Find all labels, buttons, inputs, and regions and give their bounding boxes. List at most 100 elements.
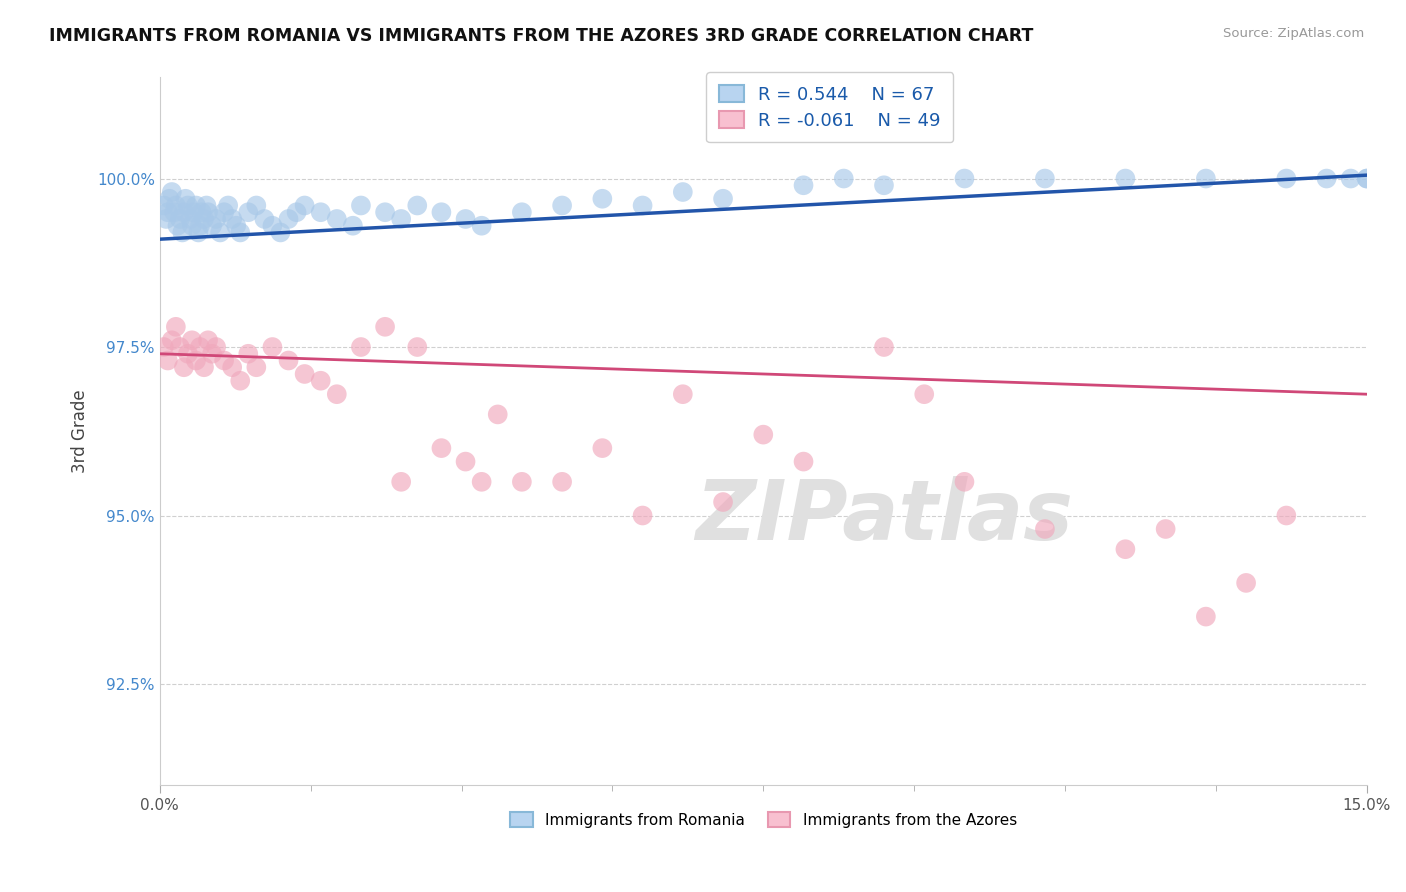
Point	[179, 211, 201, 226]
Point	[631, 198, 654, 212]
Point	[406, 198, 429, 212]
Point	[174, 192, 197, 206]
Point	[245, 198, 267, 212]
Point	[156, 205, 179, 219]
Point	[792, 178, 814, 193]
Point	[752, 427, 775, 442]
Point	[212, 353, 235, 368]
Point	[406, 340, 429, 354]
Point	[309, 374, 332, 388]
Point	[181, 333, 204, 347]
Point	[229, 374, 252, 388]
Point	[209, 226, 232, 240]
Point	[1033, 171, 1056, 186]
Point	[159, 192, 181, 206]
Point	[342, 219, 364, 233]
Point	[1355, 171, 1378, 186]
Point	[389, 475, 412, 489]
Point	[374, 319, 396, 334]
Point	[471, 219, 494, 233]
Point	[245, 360, 267, 375]
Point	[551, 475, 574, 489]
Point	[350, 198, 373, 212]
Point	[165, 319, 187, 334]
Point	[672, 387, 695, 401]
Point	[166, 219, 188, 233]
Point	[1114, 171, 1136, 186]
Point	[389, 211, 412, 226]
Point	[672, 185, 695, 199]
Text: ZIPatlas: ZIPatlas	[695, 475, 1073, 557]
Point	[201, 347, 224, 361]
Point	[1195, 609, 1218, 624]
Point	[277, 211, 299, 226]
Point	[229, 226, 252, 240]
Point	[277, 353, 299, 368]
Point	[181, 219, 204, 233]
Point	[165, 198, 187, 212]
Point	[262, 340, 284, 354]
Point	[486, 408, 509, 422]
Point	[1154, 522, 1177, 536]
Point	[190, 205, 212, 219]
Point	[873, 178, 896, 193]
Point	[169, 211, 191, 226]
Point	[1195, 171, 1218, 186]
Point	[1316, 171, 1339, 186]
Point	[1234, 575, 1257, 590]
Point	[155, 211, 177, 226]
Point	[832, 171, 855, 186]
Point	[1275, 508, 1298, 523]
Point	[187, 226, 209, 240]
Point	[188, 340, 211, 354]
Text: IMMIGRANTS FROM ROMANIA VS IMMIGRANTS FROM THE AZORES 3RD GRADE CORRELATION CHAR: IMMIGRANTS FROM ROMANIA VS IMMIGRANTS FR…	[49, 27, 1033, 45]
Point	[269, 226, 291, 240]
Point	[160, 333, 183, 347]
Point	[711, 495, 734, 509]
Point	[188, 219, 211, 233]
Point	[221, 211, 243, 226]
Point	[193, 211, 215, 226]
Point	[184, 198, 207, 212]
Point	[238, 205, 260, 219]
Point	[152, 198, 174, 212]
Point	[225, 219, 247, 233]
Point	[551, 198, 574, 212]
Text: Source: ZipAtlas.com: Source: ZipAtlas.com	[1223, 27, 1364, 40]
Point	[184, 353, 207, 368]
Point	[177, 347, 200, 361]
Point	[294, 198, 316, 212]
Legend: Immigrants from Romania, Immigrants from the Azores: Immigrants from Romania, Immigrants from…	[503, 806, 1024, 834]
Point	[953, 475, 976, 489]
Point	[177, 198, 200, 212]
Point	[221, 360, 243, 375]
Point	[1033, 522, 1056, 536]
Point	[711, 192, 734, 206]
Point	[591, 192, 613, 206]
Point	[374, 205, 396, 219]
Point	[169, 340, 191, 354]
Point	[205, 340, 228, 354]
Point	[309, 205, 332, 219]
Point	[173, 360, 195, 375]
Point	[195, 198, 218, 212]
Point	[631, 508, 654, 523]
Point	[172, 226, 194, 240]
Point	[197, 205, 219, 219]
Point	[262, 219, 284, 233]
Point	[1275, 171, 1298, 186]
Point	[160, 185, 183, 199]
Point	[430, 441, 453, 455]
Point	[454, 211, 477, 226]
Point	[510, 205, 533, 219]
Point	[912, 387, 935, 401]
Point	[591, 441, 613, 455]
Point	[792, 454, 814, 468]
Point	[471, 475, 494, 489]
Point	[156, 353, 179, 368]
Point	[163, 205, 186, 219]
Point	[201, 219, 224, 233]
Point	[205, 211, 228, 226]
Point	[873, 340, 896, 354]
Point	[193, 360, 215, 375]
